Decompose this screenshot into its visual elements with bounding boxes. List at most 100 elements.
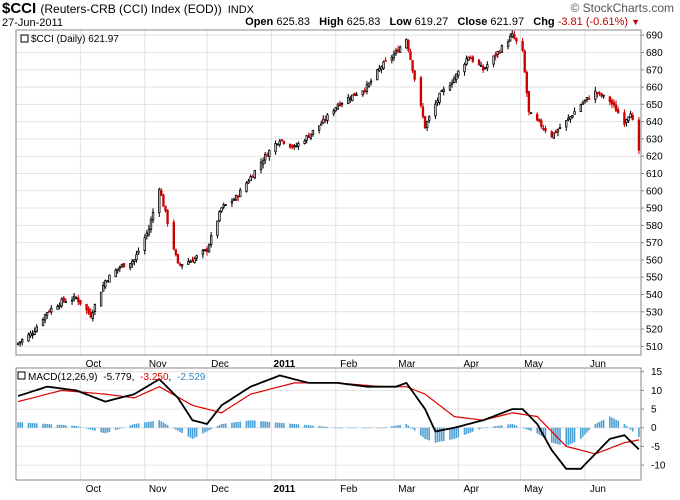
chart-date: 27-Jun-2011 [2, 17, 63, 29]
macd-x-tick-label: May [524, 484, 543, 495]
candle-up [511, 32, 514, 37]
histogram-bar [588, 427, 590, 431]
candle-up [31, 333, 34, 336]
histogram-bar [426, 427, 428, 440]
histogram-bar [164, 423, 167, 428]
histogram-bar [245, 420, 248, 428]
candle-down [515, 37, 518, 42]
histogram-bar [513, 424, 516, 428]
histogram-bar [424, 427, 426, 439]
histogram-bar [114, 427, 117, 430]
histogram-bar [160, 421, 163, 428]
candle-up [145, 232, 148, 237]
candle-up [131, 260, 134, 265]
histogram-bar [436, 427, 439, 443]
histogram-bar [347, 427, 350, 429]
candle-down [469, 57, 472, 60]
histogram-bar [239, 421, 242, 428]
candle-up [565, 120, 568, 128]
candle-up [193, 257, 196, 264]
price-x-tick-label: Apr [463, 359, 479, 370]
histogram-bar [596, 422, 599, 428]
histogram-bar [393, 425, 395, 428]
histogram-bar [611, 417, 613, 428]
candle-up [457, 70, 460, 77]
histogram-bar [440, 427, 443, 442]
candle-up [529, 112, 533, 115]
candle-up [332, 110, 335, 115]
close-label: Close [457, 16, 488, 28]
histogram-bar [438, 427, 441, 442]
candle-up [602, 94, 605, 97]
histogram-bar [351, 427, 354, 429]
price-y-tick-label: 610 [646, 169, 663, 180]
macd-y-tick-label: 15 [651, 367, 663, 378]
histogram-bar [46, 424, 48, 428]
candle-down [413, 70, 416, 80]
candle-down [596, 92, 599, 95]
candle-down [587, 97, 591, 100]
histogram-bar [175, 427, 177, 430]
candle-up [108, 274, 111, 283]
histogram-bar [382, 427, 385, 428]
candle-down [513, 34, 516, 39]
candle-up [326, 114, 329, 121]
legend-square-icon [17, 371, 26, 380]
histogram-bar [638, 427, 640, 438]
histogram-bar [305, 425, 308, 428]
macd-x-tick-label: Apr [463, 484, 479, 495]
candle-down [550, 131, 553, 138]
histogram-bar [413, 427, 416, 431]
histogram-bar [528, 427, 530, 431]
histogram-bar [339, 427, 341, 429]
candle-up [207, 244, 211, 253]
histogram-bar [364, 427, 366, 429]
histogram-bar [368, 427, 370, 429]
histogram-bar [42, 423, 44, 428]
histogram-bar [249, 420, 252, 428]
histogram-bar [409, 427, 412, 428]
histogram-bar [247, 420, 250, 428]
symbol-name: (Reuters-CRB (CCI) Index (EOD)) [40, 2, 222, 16]
candle-down [421, 106, 425, 117]
price-x-tick-label: Dec [211, 359, 229, 370]
price-x-tick-label: Feb [340, 359, 358, 370]
histogram-bar [455, 427, 457, 439]
chg-label: Chg [533, 16, 555, 28]
candle-up [72, 295, 76, 300]
candle-down [62, 297, 65, 302]
exchange-label: INDX [227, 4, 254, 16]
price-y-tick-label: 580 [646, 221, 663, 232]
candle-up [625, 119, 628, 123]
candle-up [569, 116, 572, 120]
histogram-bar [355, 427, 358, 429]
legend-square-icon [20, 34, 29, 43]
histogram-bar [89, 427, 92, 430]
candle-up [367, 82, 371, 87]
histogram-bar [629, 427, 632, 430]
candle-down [411, 60, 414, 72]
candle-up [369, 80, 373, 83]
macd-y-tick-label: -10 [651, 461, 666, 472]
macd-x-tick-label: 2011 [274, 484, 296, 495]
candle-down [614, 104, 618, 112]
macd-legend: MACD(12,26,9) -5.779, -3.250, -2.529 [17, 371, 206, 383]
histogram-bar [166, 424, 169, 428]
candle-up [56, 305, 59, 310]
price-y-tick-label: 590 [646, 204, 663, 215]
histogram-bar [391, 426, 393, 428]
candle-up [21, 339, 24, 343]
histogram-bar [193, 427, 196, 438]
candle-down [178, 263, 182, 266]
candle-up [556, 129, 560, 133]
candle-down [122, 263, 126, 268]
histogram-bar [73, 425, 75, 428]
close-value: 621.97 [490, 16, 525, 28]
histogram-bar [131, 424, 134, 428]
open-value: 625.83 [276, 16, 310, 28]
macd-x-axis: Oct Nov Dec 2011 Feb Mar Apr May Jun [86, 484, 606, 495]
histogram-bar [150, 421, 152, 428]
histogram-bar [262, 421, 264, 428]
histogram-bar [278, 422, 281, 428]
candle-down [396, 49, 400, 53]
